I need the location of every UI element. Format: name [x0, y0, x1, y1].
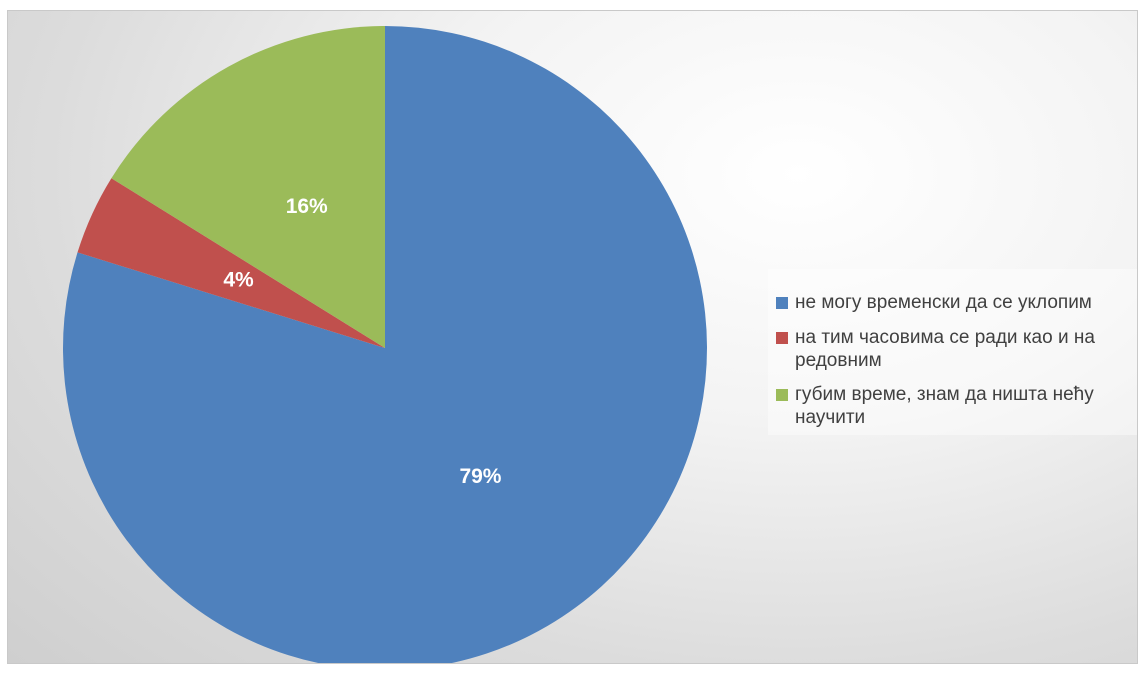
legend-item-2: на тим часовима се ради као и на редовни…	[776, 326, 1135, 372]
pie-chart: 79% 4% 16%	[63, 26, 707, 663]
legend-label-3: губим време, знам да ништа нећу научити	[795, 384, 1094, 428]
data-label-2: 4%	[223, 269, 254, 292]
data-label-1: 79%	[459, 465, 501, 488]
legend-swatch-2	[776, 332, 788, 344]
legend: не могу временски да се уклопим на тим ч…	[768, 269, 1137, 435]
data-label-3: 16%	[286, 195, 328, 218]
legend-swatch-3	[776, 389, 788, 401]
chart-area: 79% 4% 16% не могу временски да се уклопим…	[7, 10, 1138, 664]
pie-slice-1	[63, 26, 707, 663]
legend-swatch-1	[776, 297, 788, 309]
legend-label-1: не могу временски да се уклопим	[795, 292, 1092, 313]
legend-item-1: не могу временски да се уклопим	[776, 291, 1135, 314]
pie-slice-2	[77, 178, 385, 348]
legend-label-2: на тим часовима се ради као и на редовни…	[795, 327, 1095, 371]
pie-slice-3	[111, 26, 385, 348]
legend-item-3: губим време, знам да ништа нећу научити	[776, 383, 1135, 429]
